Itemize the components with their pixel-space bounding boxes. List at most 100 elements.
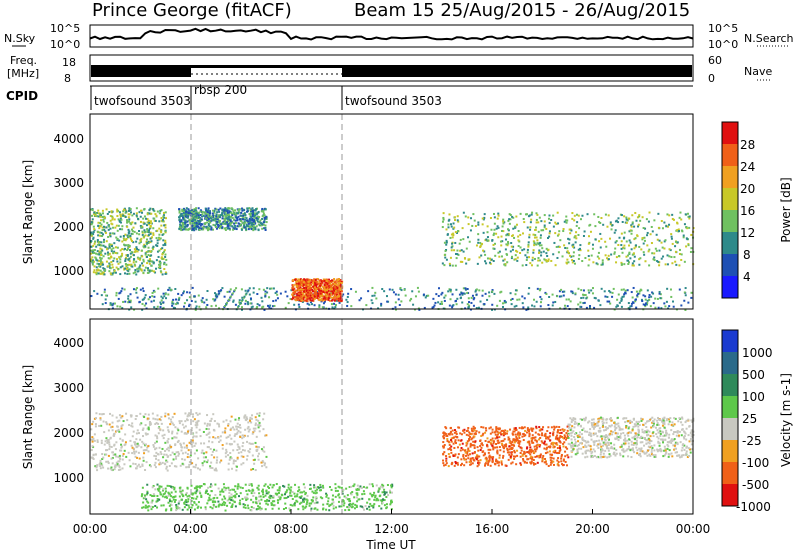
- data-cell: [200, 485, 203, 488]
- data-cell: [589, 305, 592, 308]
- data-cell: [155, 214, 158, 217]
- data-cell: [299, 284, 302, 287]
- data-cell: [156, 494, 159, 497]
- data-cell: [131, 452, 134, 455]
- data-cell: [674, 260, 677, 263]
- data-cell: [292, 295, 295, 298]
- data-cell: [108, 243, 111, 246]
- data-cell: [297, 298, 300, 301]
- data-cell: [372, 494, 375, 497]
- data-cell: [235, 216, 238, 219]
- data-cell: [332, 283, 335, 286]
- data-cell: [224, 228, 227, 231]
- data-cell: [244, 226, 247, 229]
- data-cell: [194, 491, 197, 494]
- data-cell: [630, 305, 633, 308]
- data-cell: [126, 221, 129, 224]
- data-cell: [119, 305, 122, 308]
- data-cell: [104, 230, 107, 233]
- data-cell: [634, 300, 637, 303]
- data-cell: [306, 280, 309, 283]
- data-cell: [435, 293, 438, 296]
- data-cell: [102, 220, 105, 223]
- data-cell: [224, 497, 227, 500]
- data-cell: [503, 263, 506, 266]
- data-cell: [90, 234, 93, 237]
- data-cell: [186, 446, 189, 449]
- data-cell: [410, 297, 413, 300]
- data-cell: [311, 290, 314, 293]
- data-cell: [269, 287, 272, 290]
- data-cell: [567, 251, 570, 254]
- data-cell: [510, 303, 513, 306]
- data-cell: [119, 217, 122, 220]
- data-cell: [224, 501, 227, 504]
- data-cell: [328, 509, 331, 512]
- data-cell: [303, 486, 306, 489]
- data-cell: [204, 212, 207, 215]
- data-cell: [196, 495, 199, 498]
- data-cell: [202, 214, 205, 217]
- data-cell: [536, 264, 539, 267]
- data-cell: [678, 230, 681, 233]
- data-cell: [107, 460, 110, 463]
- data-cell: [378, 505, 381, 508]
- data-cell: [338, 295, 341, 298]
- data-cell: [466, 303, 469, 306]
- data-cell: [195, 503, 198, 506]
- data-cell: [399, 287, 402, 290]
- data-cell: [507, 242, 510, 245]
- data-cell: [178, 422, 181, 425]
- data-cell: [248, 287, 251, 290]
- data-cell: [212, 216, 215, 219]
- data-cell: [215, 461, 218, 464]
- data-cell: [199, 486, 202, 489]
- data-cell: [223, 208, 226, 211]
- data-cell: [526, 248, 529, 251]
- data-cell: [148, 212, 151, 215]
- data-cell: [219, 290, 222, 293]
- data-cell: [471, 224, 474, 227]
- data-cell: [387, 494, 390, 497]
- data-cell: [151, 291, 154, 294]
- data-cell: [200, 506, 203, 509]
- data-cell: [464, 215, 467, 218]
- data-cell: [318, 281, 321, 284]
- data-cell: [322, 503, 325, 506]
- data-cell: [634, 298, 637, 301]
- data-cell: [339, 297, 342, 300]
- data-cell: [494, 254, 497, 257]
- data-cell: [601, 261, 604, 264]
- data-cell: [571, 290, 574, 293]
- data-cell: [162, 437, 165, 440]
- data-cell: [370, 504, 373, 507]
- data-cell: [620, 232, 623, 235]
- data-cell: [218, 503, 221, 506]
- data-cell: [337, 297, 340, 300]
- data-cell: [231, 488, 234, 491]
- data-cell: [266, 492, 269, 495]
- data-cell: [499, 291, 502, 294]
- data-cell: [147, 505, 150, 508]
- data-cell: [242, 296, 245, 299]
- data-cell: [315, 289, 318, 292]
- data-cell: [185, 228, 188, 231]
- data-cell: [296, 292, 299, 295]
- data-cell: [262, 461, 265, 464]
- data-cell: [249, 212, 252, 215]
- data-cell: [328, 299, 331, 302]
- data-cell: [335, 296, 338, 299]
- data-cell: [688, 226, 691, 229]
- data-cell: [138, 267, 141, 270]
- data-cell: [557, 245, 560, 248]
- data-cell: [611, 295, 614, 298]
- data-cell: [630, 291, 633, 294]
- data-cell: [533, 305, 536, 308]
- data-cell: [235, 465, 238, 468]
- data-cell: [337, 281, 340, 284]
- data-cell: [159, 419, 162, 422]
- data-cell: [620, 297, 623, 300]
- data-cell: [537, 221, 540, 224]
- data-cell: [102, 420, 105, 423]
- data-cell: [217, 290, 220, 293]
